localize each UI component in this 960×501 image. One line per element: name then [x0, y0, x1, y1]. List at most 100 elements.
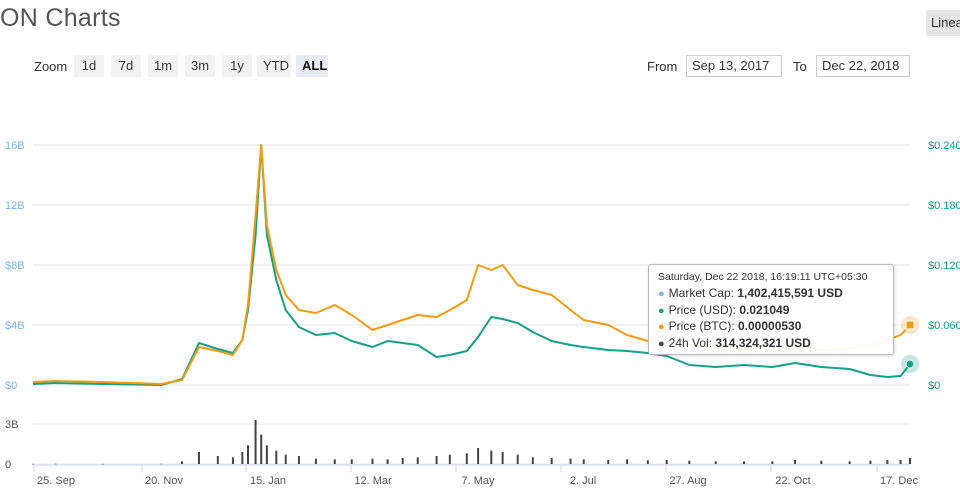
volume-bar — [197, 452, 200, 464]
volume-bar — [490, 450, 493, 464]
volume-bar — [582, 459, 585, 464]
volume-bar — [607, 460, 610, 464]
volume-bar — [665, 460, 668, 464]
volume-bar — [714, 461, 717, 464]
usd-tick-label: $0.060 — [928, 320, 960, 332]
zoom-1d-button[interactable]: 1d — [74, 55, 104, 77]
volume-bar — [909, 458, 911, 464]
usd-tick-label: $0 — [928, 380, 940, 392]
hover-point-btc — [905, 320, 915, 330]
volume-bar — [350, 459, 353, 464]
volume-bar — [284, 454, 287, 464]
volume-bar — [371, 458, 374, 464]
market-cap-tick-label: 12B — [5, 200, 25, 212]
market-cap-tick-label: $0 — [5, 380, 17, 392]
zoom-label: Zoom — [34, 59, 68, 74]
market-cap-tick-label: 16B — [5, 140, 25, 152]
tooltip-date: Saturday, Dec 22 2018, 16:19:11 UTC+05:3… — [658, 271, 868, 283]
volume-bar — [101, 463, 104, 465]
volume-bar — [32, 463, 34, 465]
volume-bar — [848, 461, 851, 464]
volume-bar — [216, 456, 219, 464]
volume-bar — [771, 461, 774, 464]
x-tick-label: 17. Dec — [880, 475, 918, 487]
volume-bar — [247, 445, 250, 464]
scale-toggle-button[interactable]: Linea — [926, 10, 960, 36]
volume-bar — [448, 454, 451, 464]
volume-axis: 0 3B — [5, 419, 910, 471]
zoom-ytd-button[interactable]: YTD — [257, 55, 291, 77]
volume-tick-label: 3B — [5, 419, 18, 431]
volume-bar — [516, 454, 519, 464]
volume-bar — [626, 459, 629, 464]
volume-bars — [32, 420, 911, 465]
volume-bar — [531, 457, 534, 464]
tooltip-value: 1,402,415,591 USD — [737, 286, 843, 300]
volume-bar — [743, 461, 746, 464]
volume-dot-icon: ● — [658, 337, 665, 350]
zoom-3m-button[interactable]: 3m — [185, 55, 215, 77]
volume-bar — [297, 456, 300, 464]
volume-bar — [275, 450, 278, 464]
zoom-7d-button[interactable]: 7d — [111, 55, 141, 77]
tooltip-value: 0.00000530 — [738, 319, 802, 333]
volume-bar — [416, 457, 419, 464]
tooltip-label: Market Cap: — [668, 286, 735, 300]
tooltip-label: Price (BTC): — [668, 319, 735, 333]
usd-tick-label: $0.240 — [928, 140, 960, 152]
volume-tick-label: 0 — [5, 459, 11, 471]
tooltip-value: 0.021049 — [739, 302, 790, 317]
market-cap-axis: $0 $4B $8B 12B 16B — [5, 140, 25, 392]
volume-bar — [477, 448, 480, 464]
x-tick-label: 20. Nov — [145, 475, 183, 487]
volume-bar — [333, 459, 336, 464]
volume-bar — [180, 461, 183, 464]
tooltip-label: Price (USD): — [668, 302, 736, 317]
tooltip-value: 314,324,321 USD — [715, 335, 811, 350]
usd-price-axis: $0 $0.060 $0.120 $0.180 $0.240 — [928, 140, 960, 392]
zoom-1y-button[interactable]: 1y — [222, 55, 252, 77]
volume-bar — [688, 460, 691, 464]
volume-bar — [401, 458, 404, 464]
range-to-input[interactable]: Dec 22, 2018 — [816, 55, 910, 77]
volume-bar — [501, 452, 504, 464]
usd-tick-label: $0.120 — [928, 260, 960, 272]
zoom-all-button[interactable]: ALL — [296, 55, 328, 77]
page-title: ON Charts — [0, 4, 121, 32]
usd-tick-label: $0.180 — [928, 200, 960, 212]
volume-bar — [254, 420, 257, 464]
x-tick-label: 7. May — [461, 475, 495, 487]
range-from-input[interactable]: Sep 13, 2017 — [686, 55, 782, 77]
volume-bar — [820, 460, 823, 464]
x-tick-label: 27. Aug — [669, 475, 706, 487]
hover-point-usd — [905, 359, 915, 369]
volume-bar — [793, 460, 796, 464]
tooltip-row-price-usd: ● Price (USD): 0.021049 — [658, 303, 884, 320]
volume-bar — [314, 458, 317, 464]
date-axis: 25. Sep 20. Nov 15. Jan 12. Mar 7. May 2. Jul… — [33, 464, 918, 487]
tooltip-row-volume: ● 24h Vol: 314,324,321 USD — [658, 336, 884, 353]
tooltip-row-price-btc: ● Price (BTC): 0.00000530 — [658, 319, 884, 336]
volume-bar — [869, 460, 872, 464]
zoom-1m-button[interactable]: 1m — [148, 55, 178, 77]
volume-bar — [886, 460, 889, 464]
volume-bar — [54, 463, 57, 465]
market-cap-tick-label: $4B — [5, 320, 25, 332]
x-tick-label: 22. Oct — [775, 475, 810, 487]
volume-bar — [231, 457, 234, 464]
volume-bar — [386, 459, 389, 464]
price-btc-dot-icon: ● — [658, 321, 665, 333]
volume-bar — [899, 460, 902, 464]
range-from-label: From — [647, 59, 678, 74]
volume-bar — [465, 453, 468, 464]
market-cap-tick-label: $8B — [5, 260, 25, 272]
range-to-label: To — [793, 59, 807, 74]
x-tick-label: 25. Sep — [37, 475, 75, 487]
x-tick-label: 2. Jul — [570, 475, 596, 487]
tooltip-row-market-cap: ● Market Cap: 1,402,415,591 USD — [658, 286, 884, 303]
volume-bar — [160, 463, 163, 465]
x-tick-label: 15. Jan — [250, 475, 286, 487]
x-tick-label: 12. Mar — [354, 475, 392, 487]
tooltip-label: 24h Vol: — [668, 335, 713, 350]
